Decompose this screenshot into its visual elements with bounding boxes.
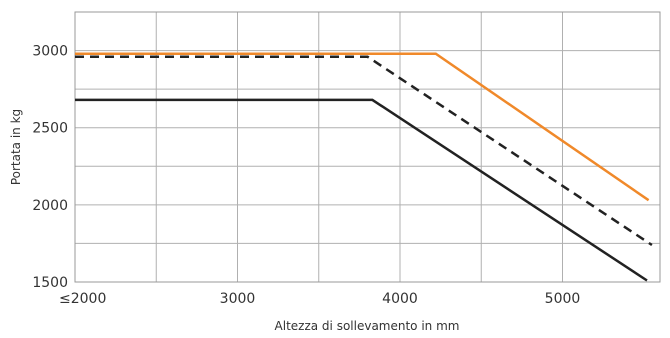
grid (74, 11, 660, 283)
x-tick-label: 4000 (382, 291, 418, 307)
y-axis-title: Portata in kg (9, 109, 23, 185)
tick-labels: ≤2000 3000 4000 5000 1500 2000 2500 3000 (32, 44, 580, 307)
y-tick-label: 1500 (32, 275, 68, 291)
series-line-3 (75, 98, 648, 282)
series-group (75, 52, 653, 282)
y-tick-label: 2000 (32, 198, 68, 214)
x-tick-label: 3000 (220, 291, 256, 307)
x-tick-label: ≤2000 (59, 291, 106, 307)
y-tick-label: 3000 (32, 44, 68, 60)
x-axis-title: Altezza di sollevamento in mm (275, 319, 460, 333)
series-line-1 (75, 52, 650, 202)
y-tick-label: 2500 (32, 121, 68, 137)
series-line-2 (75, 55, 653, 247)
x-tick-label: 5000 (545, 291, 581, 307)
plot-frame (74, 11, 661, 283)
